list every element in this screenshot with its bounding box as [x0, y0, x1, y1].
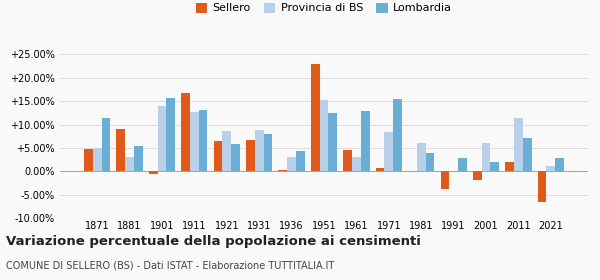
- Bar: [287, 157, 296, 171]
- Legend: Sellero, Provincia di BS, Lombardia: Sellero, Provincia di BS, Lombardia: [191, 0, 457, 18]
- Bar: [393, 99, 402, 171]
- Bar: [214, 141, 223, 171]
- Bar: [385, 132, 393, 171]
- Bar: [125, 157, 134, 171]
- Bar: [246, 140, 255, 171]
- Bar: [296, 151, 305, 171]
- Bar: [255, 130, 263, 171]
- Bar: [263, 134, 272, 171]
- Bar: [555, 158, 564, 171]
- Bar: [158, 106, 166, 171]
- Bar: [311, 64, 320, 171]
- Bar: [328, 113, 337, 171]
- Bar: [343, 150, 352, 171]
- Bar: [458, 158, 467, 171]
- Bar: [376, 168, 385, 171]
- Bar: [93, 148, 101, 171]
- Bar: [482, 143, 490, 171]
- Bar: [223, 131, 231, 171]
- Text: Variazione percentuale della popolazione ai censimenti: Variazione percentuale della popolazione…: [6, 235, 421, 248]
- Bar: [538, 171, 547, 202]
- Bar: [134, 146, 143, 171]
- Bar: [547, 166, 555, 171]
- Bar: [166, 98, 175, 171]
- Bar: [352, 157, 361, 171]
- Bar: [320, 100, 328, 171]
- Bar: [473, 171, 482, 180]
- Bar: [149, 171, 158, 174]
- Bar: [116, 129, 125, 171]
- Bar: [514, 118, 523, 171]
- Bar: [278, 170, 287, 171]
- Bar: [199, 109, 208, 171]
- Bar: [505, 162, 514, 171]
- Bar: [425, 153, 434, 171]
- Bar: [440, 171, 449, 189]
- Bar: [231, 144, 240, 171]
- Text: COMUNE DI SELLERO (BS) - Dati ISTAT - Elaborazione TUTTITALIA.IT: COMUNE DI SELLERO (BS) - Dati ISTAT - El…: [6, 260, 334, 270]
- Bar: [101, 118, 110, 171]
- Bar: [523, 138, 532, 171]
- Bar: [181, 93, 190, 171]
- Bar: [84, 149, 93, 171]
- Bar: [190, 112, 199, 171]
- Bar: [490, 162, 499, 171]
- Bar: [417, 143, 425, 171]
- Bar: [361, 111, 370, 171]
